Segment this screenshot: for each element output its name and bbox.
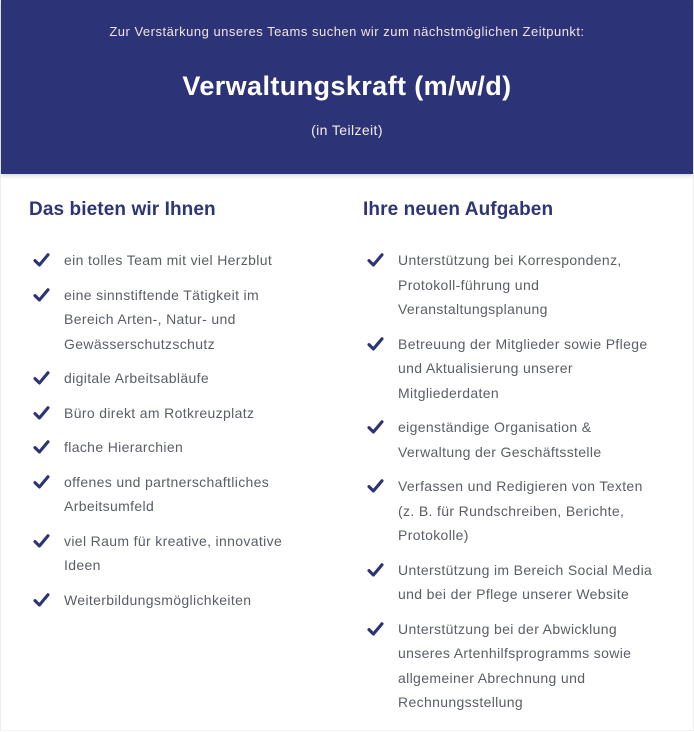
check-icon	[367, 621, 384, 638]
check-icon	[33, 370, 50, 387]
job-details-section: Das bieten wir Ihnen ein tolles Team mit…	[1, 174, 693, 725]
list-item-text: Unterstützung bei Korrespondenz, Protoko…	[398, 252, 622, 317]
list-item: eigenständige Organisation & Verwaltung …	[367, 415, 665, 464]
benefits-column: Das bieten wir Ihnen ein tolles Team mit…	[29, 198, 335, 725]
list-item: Unterstützung im Bereich Social Media un…	[367, 558, 665, 607]
tasks-list: Unterstützung bei Korrespondenz, Protoko…	[363, 248, 665, 715]
list-item-text: viel Raum für kreative, innovative Ideen	[64, 532, 283, 574]
list-item: viel Raum für kreative, innovative Ideen	[33, 529, 335, 578]
check-icon	[367, 419, 384, 436]
check-icon	[367, 478, 384, 495]
check-icon	[367, 336, 384, 353]
list-item-text: Unterstützung im Bereich Social Media un…	[398, 561, 653, 603]
check-icon	[33, 592, 50, 609]
list-item: eine sinnstiftende Tätigkeit im Bereich …	[33, 283, 335, 357]
list-item: ein tolles Team mit viel Herzblut	[33, 248, 335, 273]
list-item-text: Büro direkt am Rotkreuzplatz	[64, 404, 255, 421]
job-subtitle: (in Teilzeit)	[311, 122, 383, 138]
list-item: Unterstützung bei Korrespondenz, Protoko…	[367, 248, 665, 322]
tasks-column: Ihre neuen Aufgaben Unterstützung bei Ko…	[363, 198, 665, 725]
list-item: Büro direkt am Rotkreuzplatz	[33, 401, 335, 426]
check-icon	[33, 405, 50, 422]
check-icon	[367, 252, 384, 269]
list-item: digitale Arbeitsabläufe	[33, 366, 335, 391]
list-item-text: ein tolles Team mit viel Herzblut	[64, 252, 273, 268]
list-item: flache Hierarchien	[33, 435, 335, 460]
check-icon	[33, 439, 50, 456]
list-item-text: Weiterbildungsmöglichkeiten	[64, 591, 252, 608]
list-item-text: Unterstützung bei der Abwicklung unseres…	[398, 620, 632, 711]
list-item-text: flache Hierarchien	[64, 439, 184, 455]
list-item-text: eigenständige Organisation & Verwaltung …	[398, 419, 602, 460]
list-item-text: Betreuung der Mitglieder sowie Pflege un…	[398, 335, 648, 401]
check-icon	[33, 252, 50, 269]
check-icon	[33, 474, 50, 491]
list-item-text: offenes und partnerschaftliches Arbeitsu…	[64, 473, 270, 515]
benefits-list: ein tolles Team mit viel Herzblut eine s…	[29, 248, 335, 612]
benefits-heading: Das bieten wir Ihnen	[29, 199, 216, 220]
list-item: Verfassen und Redigieren von Texten (z. …	[367, 474, 665, 548]
list-item-text: digitale Arbeitsabläufe	[64, 370, 210, 386]
job-header-banner: Zur Verstärkung unseres Teams suchen wir…	[1, 0, 693, 174]
list-item: Unterstützung bei der Abwicklung unseres…	[367, 617, 665, 715]
job-intro-text: Zur Verstärkung unseres Teams suchen wir…	[109, 24, 585, 39]
check-icon	[33, 287, 50, 304]
list-item-text: Verfassen und Redigieren von Texten (z. …	[398, 478, 643, 543]
check-icon	[33, 533, 50, 550]
list-item: offenes und partnerschaftliches Arbeitsu…	[33, 470, 335, 519]
list-item: Weiterbildungsmöglichkeiten	[33, 588, 335, 613]
check-icon	[367, 562, 384, 579]
tasks-heading: Ihre neuen Aufgaben	[363, 199, 554, 220]
list-item: Betreuung der Mitglieder sowie Pflege un…	[367, 332, 665, 406]
list-item-text: eine sinnstiftende Tätigkeit im Bereich …	[64, 286, 260, 352]
job-title: Verwaltungskraft (m/w/d)	[182, 71, 512, 101]
